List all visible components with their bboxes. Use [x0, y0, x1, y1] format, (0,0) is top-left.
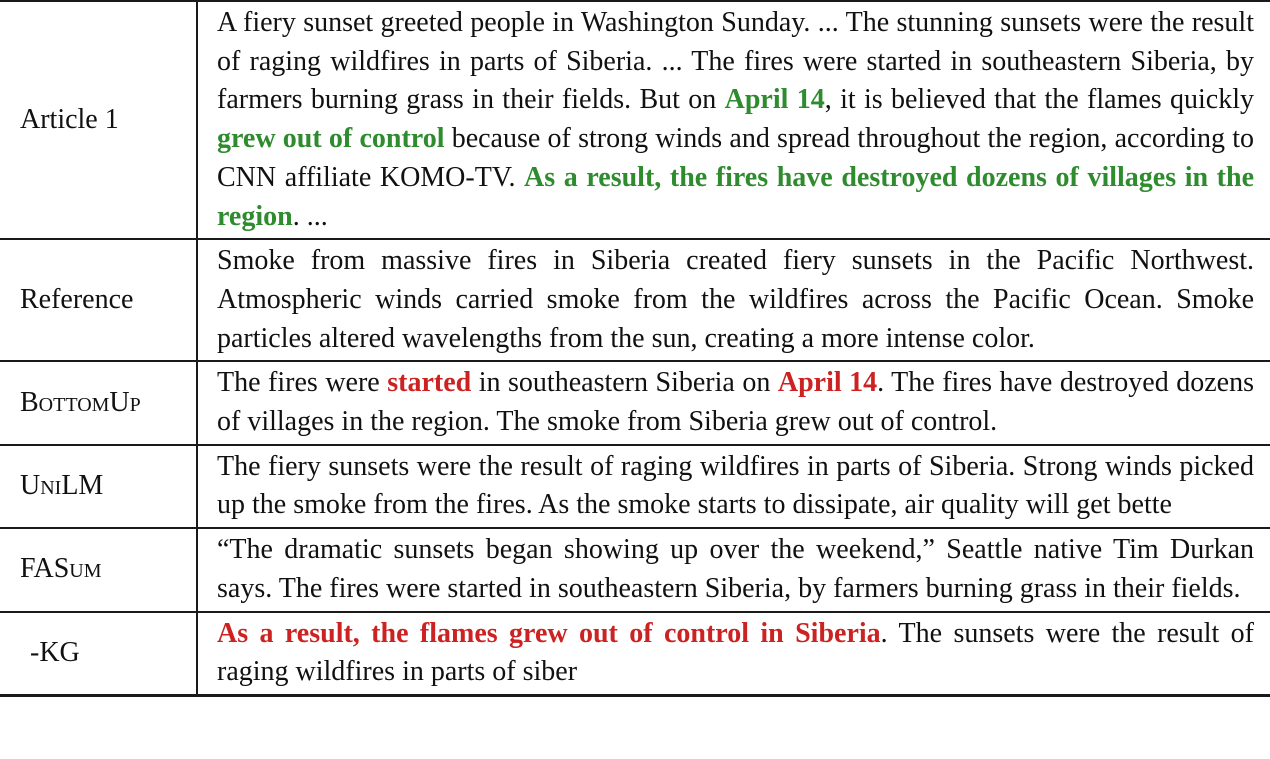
row-label: UniLM — [0, 445, 198, 528]
highlight-green: April 14 — [724, 84, 825, 116]
row-text: As a result, the flames grew out of cont… — [217, 617, 1255, 688]
row-label: FASum — [0, 529, 198, 611]
row-label: Article 1 — [0, 2, 198, 239]
row-text: Smoke from massive fires in Siberia crea… — [217, 245, 1254, 354]
row-text: “The dramatic sunsets began showing up o… — [217, 534, 1254, 604]
table-row: Reference Smoke from massive fires in Si… — [0, 240, 1270, 363]
row-text: A fiery sunset greeted people in Washing… — [217, 7, 1255, 232]
highlight-red: As a result, the flames grew out of cont… — [217, 617, 881, 649]
table-row: BottomUp The fires were started in south… — [0, 362, 1270, 446]
highlight-green: grew out of control — [217, 123, 445, 155]
table-row: -KG As a result, the flames grew out of … — [0, 612, 1270, 697]
highlight-red: started — [387, 367, 472, 399]
row-label: -KG — [0, 612, 198, 694]
row-text: The fiery sunsets were the result of rag… — [217, 450, 1254, 521]
highlight-green: As a result, the fires have destroyed do… — [217, 161, 1254, 232]
table-row: Article 1 A fiery sunset greeted people … — [0, 2, 1270, 241]
table-row: UniLM The fiery sunsets were the result … — [0, 445, 1270, 530]
table-row: FASum “The dramatic sunsets began showin… — [0, 529, 1270, 613]
row-text: The fires were started in southeastern S… — [217, 367, 1254, 438]
row-label: Reference — [0, 240, 198, 361]
row-label: BottomUp — [0, 362, 198, 444]
highlight-red: April 14 — [777, 367, 878, 399]
comparison-table: Article 1 A fiery sunset greeted people … — [0, 0, 1270, 697]
